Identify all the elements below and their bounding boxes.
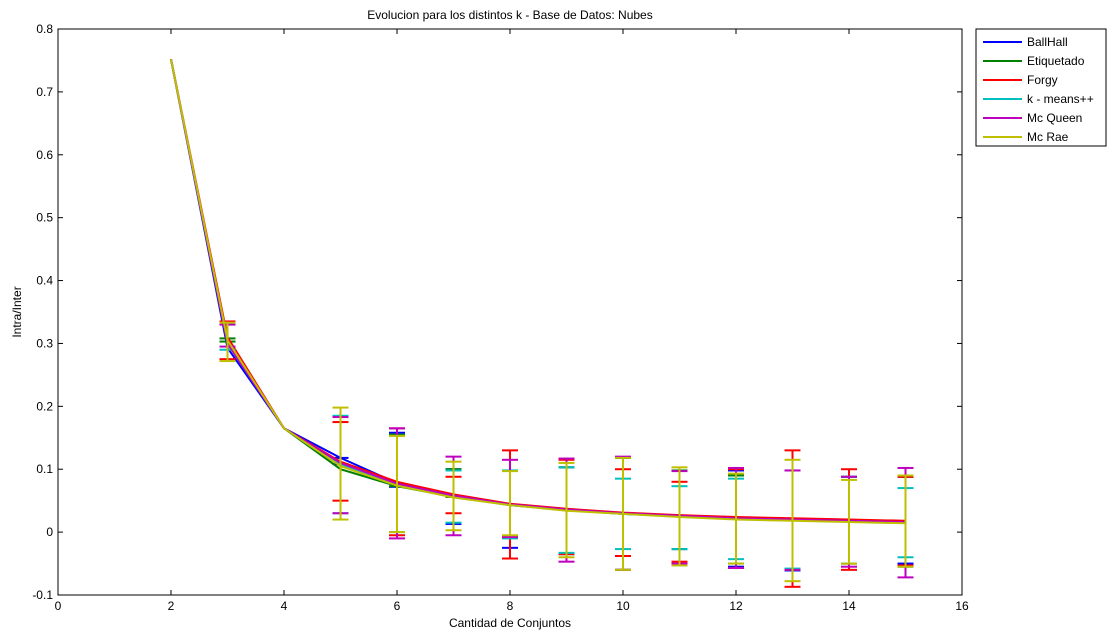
y-tick-label: 0.1 <box>36 462 53 476</box>
x-tick-label: 6 <box>394 599 401 613</box>
x-tick-label: 10 <box>616 599 630 613</box>
x-tick-label: 8 <box>507 599 514 613</box>
x-tick-label: 4 <box>281 599 288 613</box>
series-6 <box>170 59 914 583</box>
legend-entries: BallHall Etiquetado Forgy k - means++ Mc Que… <box>983 35 1094 144</box>
y-tick-label: 0.2 <box>36 399 53 413</box>
x-tick-label: 2 <box>168 599 175 613</box>
x-tick-label: 0 <box>55 599 62 613</box>
legend-label: Mc Rae <box>1027 130 1069 144</box>
axis-ticks <box>57 28 963 596</box>
x-tick-label: 16 <box>955 599 969 613</box>
legend-label: BallHall <box>1027 35 1068 49</box>
x-tick-labels: 0 2 4 6 8 10 12 14 16 <box>55 599 969 613</box>
series-layer <box>170 59 914 588</box>
legend-label: Forgy <box>1027 73 1058 87</box>
y-tick-label: 0.4 <box>36 274 53 288</box>
y-tick-label: 0 <box>46 525 53 539</box>
legend-label: Etiquetado <box>1027 54 1085 68</box>
x-axis-label: Cantidad de Conjuntos <box>449 616 571 630</box>
legend-box <box>975 28 1107 147</box>
x-tick-label: 12 <box>729 599 743 613</box>
y-tick-label: 0.7 <box>36 85 53 99</box>
legend: BallHall Etiquetado Forgy k - means++ Mc Que… <box>975 28 1107 147</box>
y-tick-labels: -0.1 0 0.1 0.2 0.3 0.4 0.5 0.6 0.7 0.8 <box>32 22 53 602</box>
y-tick-label: 0.3 <box>36 336 53 350</box>
legend-label: k - means++ <box>1027 92 1094 106</box>
y-axis-label: Intra/Inter <box>10 286 24 337</box>
y-tick-label: 0.5 <box>36 211 53 225</box>
y-tick-label: 0.8 <box>36 22 53 36</box>
x-tick-label: 14 <box>842 599 856 613</box>
series-line <box>170 59 906 525</box>
legend-label: Mc Queen <box>1027 111 1082 125</box>
y-tick-label: -0.1 <box>32 588 53 602</box>
chart-title: Evolucion para los distintos k - Base de… <box>367 8 652 22</box>
y-tick-label: 0.6 <box>36 148 53 162</box>
